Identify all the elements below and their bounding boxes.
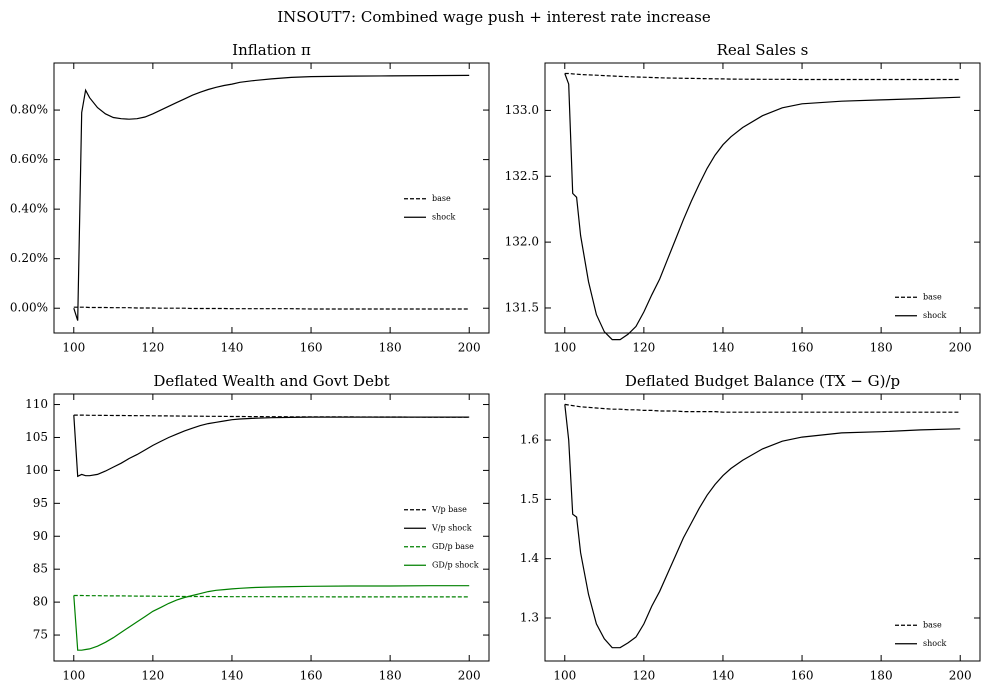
x-tick-label: 160 <box>791 669 814 683</box>
series-line <box>73 306 470 310</box>
legend-label: GD/p shock <box>432 560 479 569</box>
y-tick-label: 85 <box>33 562 48 576</box>
y-tick-label: 0.20% <box>10 251 48 265</box>
x-tick-label: 160 <box>300 341 323 355</box>
series-line <box>564 404 961 649</box>
y-tick-label: 90 <box>33 529 48 543</box>
x-tick-label: 200 <box>458 341 481 355</box>
series-line <box>564 72 961 81</box>
plot-frame <box>53 62 490 334</box>
x-tick-label: 140 <box>221 341 244 355</box>
series-line <box>73 414 470 418</box>
x-tick-label: 200 <box>949 341 972 355</box>
subplot-title: Real Sales s <box>717 41 809 59</box>
series-line <box>73 594 470 598</box>
series-line <box>73 415 470 478</box>
y-tick-label: 133.0 <box>505 103 539 117</box>
legend-label: base <box>923 292 942 301</box>
x-tick-label: 180 <box>870 341 893 355</box>
legend-label: base <box>432 194 451 203</box>
y-tick-label: 131.5 <box>505 300 539 314</box>
series-line <box>73 585 470 651</box>
plot-frame <box>544 393 981 662</box>
legend-label: V/p base <box>431 505 467 514</box>
y-tick-label: 95 <box>33 496 48 510</box>
y-tick-label: 0.00% <box>10 301 48 315</box>
x-tick-label: 100 <box>553 341 576 355</box>
figure-title: INSOUT7: Combined wage push + interest r… <box>277 8 711 26</box>
subplot-title: Deflated Wealth and Govt Debt <box>153 372 389 390</box>
y-tick-label: 0.80% <box>10 103 48 117</box>
y-tick-label: 1.5 <box>520 492 539 506</box>
x-tick-label: 180 <box>379 669 402 683</box>
y-tick-label: 100 <box>25 463 48 477</box>
legend-label: V/p shock <box>431 523 472 532</box>
y-tick-label: 132.0 <box>505 235 539 249</box>
y-tick-label: 80 <box>33 595 48 609</box>
x-tick-label: 140 <box>221 669 244 683</box>
x-tick-label: 180 <box>870 669 893 683</box>
subplot-title: Deflated Budget Balance (TX − G)/p <box>625 372 900 390</box>
subplot-title: Inflation π <box>232 41 311 59</box>
plot-frame <box>53 393 490 662</box>
y-tick-label: 110 <box>25 397 48 411</box>
x-tick-label: 140 <box>712 341 735 355</box>
y-tick-label: 75 <box>33 628 48 642</box>
legend-label: shock <box>923 639 947 648</box>
x-tick-label: 180 <box>379 341 402 355</box>
legend-label: shock <box>432 212 456 221</box>
legend-label: shock <box>923 311 947 320</box>
y-tick-label: 132.5 <box>505 169 539 183</box>
series-line <box>73 74 470 321</box>
x-tick-label: 200 <box>458 669 481 683</box>
x-tick-label: 100 <box>62 341 85 355</box>
x-tick-label: 120 <box>632 669 655 683</box>
x-tick-label: 200 <box>949 669 972 683</box>
x-tick-label: 120 <box>141 669 164 683</box>
y-tick-label: 0.60% <box>10 152 48 166</box>
series-line <box>564 73 961 341</box>
y-tick-label: 1.3 <box>520 610 539 624</box>
plot-frame <box>544 62 981 334</box>
y-tick-label: 105 <box>25 430 48 444</box>
legend-label: base <box>923 620 942 629</box>
y-tick-label: 1.6 <box>520 433 539 447</box>
series-line <box>564 403 961 413</box>
x-tick-label: 120 <box>141 341 164 355</box>
x-tick-label: 120 <box>632 341 655 355</box>
x-tick-label: 100 <box>62 669 85 683</box>
legend-label: GD/p base <box>432 542 474 551</box>
y-tick-label: 0.40% <box>10 202 48 216</box>
x-tick-label: 160 <box>300 669 323 683</box>
y-tick-label: 1.4 <box>520 551 539 565</box>
x-tick-label: 100 <box>553 669 576 683</box>
x-tick-label: 140 <box>712 669 735 683</box>
x-tick-label: 160 <box>791 341 814 355</box>
